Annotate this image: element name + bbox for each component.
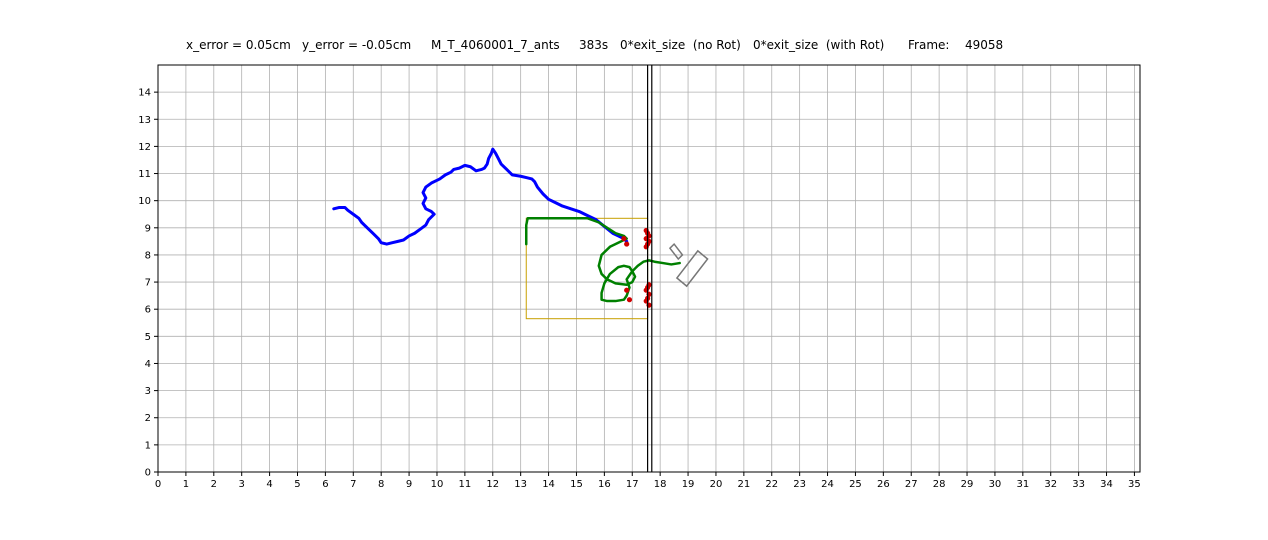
y-tick-label: 8 — [145, 250, 151, 261]
x-tick-label: 18 — [654, 479, 667, 490]
x-tick-label: 7 — [350, 479, 356, 490]
x-tick-label: 11 — [459, 479, 472, 490]
x-tick-label: 34 — [1100, 479, 1113, 490]
title-time: 383s — [579, 38, 609, 52]
x-tick-label: 8 — [378, 479, 384, 490]
grid-lines — [157, 65, 1140, 473]
y-tick-label: 5 — [145, 332, 151, 343]
y-tick-label: 2 — [145, 413, 151, 424]
contact-point — [624, 241, 630, 247]
y-tick-label: 4 — [145, 359, 151, 370]
x-tick-label: 10 — [431, 479, 444, 490]
x-tick-label: 0 — [155, 479, 161, 490]
x-tick-label: 17 — [626, 479, 639, 490]
x-tick-label: 26 — [877, 479, 890, 490]
plot-title: x_error = 0.05cm y_error = -0.05cm M_T_4… — [0, 38, 1268, 56]
y-tick-label: 3 — [145, 386, 151, 397]
x-tick-label: 23 — [793, 479, 806, 490]
y-tick-label: 9 — [145, 223, 151, 234]
x-tick-label: 13 — [514, 479, 527, 490]
load-shape-outline — [668, 242, 684, 261]
load-shape-outline — [675, 249, 709, 288]
title-frame-label: Frame: — [908, 38, 950, 52]
x-tick-label: 2 — [211, 479, 217, 490]
x-tick-label: 25 — [849, 479, 862, 490]
x-tick-label: 24 — [821, 479, 834, 490]
x-tick-label: 22 — [765, 479, 778, 490]
x-tick-label: 28 — [933, 479, 946, 490]
x-tick-label: 19 — [682, 479, 695, 490]
contact-point — [621, 236, 627, 242]
x-tick-label: 27 — [905, 479, 918, 490]
y-tick-label: 0 — [145, 468, 151, 479]
y-tick-label: 11 — [138, 169, 151, 180]
x-tick-label: 6 — [322, 479, 328, 490]
x-tick-label: 29 — [961, 479, 974, 490]
x-tick-label: 31 — [1016, 479, 1029, 490]
title-x-error: x_error = 0.05cm — [186, 38, 291, 52]
x-tick-label: 9 — [406, 479, 412, 490]
axes: 0 1 2 3 4 5 6 7 8 9 10 11 12 13 14 15 16 17 18 19 20 21 22 23 24… — [138, 64, 1141, 490]
x-tick-label: 21 — [737, 479, 750, 490]
axes-frame — [157, 64, 1141, 473]
y-tick-label: 12 — [138, 142, 151, 153]
y-tick-label: 10 — [138, 196, 151, 207]
y-tick-label: 13 — [138, 115, 151, 126]
y-tick-label: 1 — [145, 440, 151, 451]
x-tick-label: 33 — [1072, 479, 1085, 490]
x-tick-label: 14 — [542, 479, 555, 490]
x-tick-label: 20 — [710, 479, 723, 490]
x-tick-label: 1 — [183, 479, 189, 490]
title-experiment: M_T_4060001_7_ants — [431, 38, 560, 52]
x-tick-label: 15 — [570, 479, 583, 490]
data-series — [332, 65, 709, 472]
x-tick-label: 12 — [486, 479, 499, 490]
attached-path-series — [525, 217, 681, 303]
x-tick-label: 5 — [294, 479, 300, 490]
x-tick-label: 35 — [1128, 479, 1141, 490]
contact-point — [624, 287, 630, 293]
title-y-error: y_error = -0.05cm — [302, 38, 412, 52]
x-tick-label: 32 — [1044, 479, 1057, 490]
x-tick-label: 3 — [239, 479, 245, 490]
title-frame-value: 49058 — [965, 38, 1004, 52]
contact-point — [626, 297, 633, 303]
title-exit-no-rot: 0*exit_size (no Rot) — [620, 38, 741, 52]
y-tick-label: 7 — [145, 278, 151, 289]
y-tick-label: 6 — [145, 305, 151, 316]
title-exit-with-rot: 0*exit_size (with Rot) — [753, 38, 885, 52]
x-tick-label: 4 — [266, 479, 272, 490]
y-tick-label: 14 — [138, 88, 151, 99]
x-tick-label: 16 — [598, 479, 611, 490]
x-tick-label: 30 — [989, 479, 1002, 490]
trajectory-series — [332, 147, 629, 246]
